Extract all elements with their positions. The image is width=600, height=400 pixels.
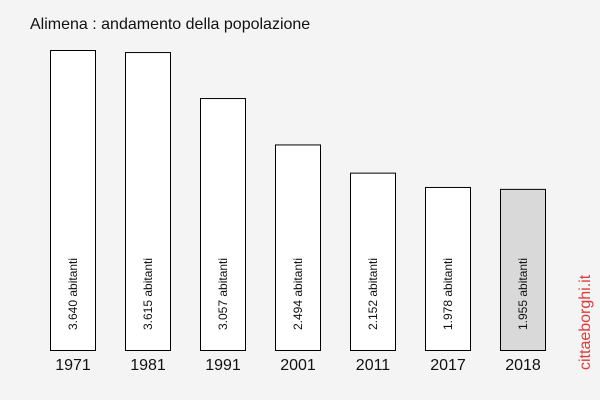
bar-value-label-2001: 2.494 abitanti (291, 258, 305, 330)
bar-value-label-2011: 2.152 abitanti (366, 258, 380, 330)
year-label-1971: 1971 (55, 357, 91, 374)
bar-2011 (350, 172, 396, 351)
bar-value-label-1971: 3.640 abitanti (66, 258, 80, 330)
year-label-1991: 1991 (205, 357, 241, 374)
year-label-2018: 2018 (505, 357, 541, 374)
site-watermark: cittaeborghi.it (577, 274, 594, 370)
bar-value-label-2017: 1.978 abitanti (441, 258, 455, 330)
bar-2017 (425, 186, 471, 351)
bar-1991 (200, 98, 246, 351)
bar-value-label-1991: 3.057 abitanti (216, 258, 230, 330)
year-label-1981: 1981 (130, 357, 166, 374)
chart-title: Alimena : andamento della popolazione (30, 16, 310, 33)
bar-1971 (50, 50, 96, 351)
bar-value-label-1981: 3.615 abitanti (141, 258, 155, 330)
bar-value-label-2018: 1.955 abitanti (516, 258, 530, 330)
bar-2018 (500, 188, 546, 351)
bar-2001 (275, 144, 321, 351)
year-label-2001: 2001 (280, 357, 316, 374)
year-label-2017: 2017 (430, 357, 466, 374)
bars-group: 3.640 abitanti 3.615 abitanti 3.057 abitan… (50, 50, 546, 352)
year-label-2011: 2011 (356, 357, 391, 374)
year-labels-group: 1971 1981 1991 2001 2011 2017 2018 (55, 357, 541, 374)
bar-1981 (125, 52, 171, 352)
